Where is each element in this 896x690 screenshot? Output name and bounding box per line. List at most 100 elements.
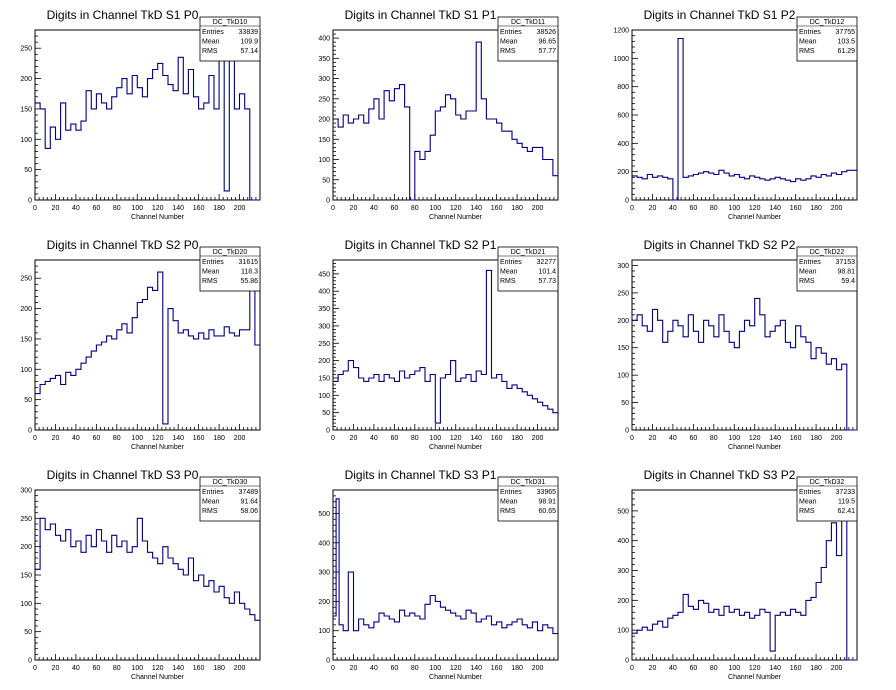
x-tick-label: 60 — [689, 205, 697, 212]
y-tick-label: 100 — [20, 367, 32, 374]
plot-frame — [332, 489, 559, 661]
x-axis-label: Channel Number — [429, 214, 483, 221]
histogram-pad: Digits in Channel TkD S3 P0 0 50 100 150 200 2… — [0, 460, 298, 690]
stats-label: RMS — [500, 48, 516, 55]
stats-label: RMS — [202, 48, 218, 55]
x-tick-label: 140 — [769, 665, 781, 672]
stats-entries-value: 37233 — [836, 489, 856, 496]
y-tick-label: 50 — [24, 629, 32, 636]
histogram-line — [632, 297, 857, 431]
y-tick-label: 300 — [617, 568, 629, 575]
histogram-pad: Digits in Channel TkD S2 P1 0 50 100 150 200 2… — [298, 230, 596, 460]
y-tick-label: 100 — [617, 373, 629, 380]
stats-name: DC_TkD11 — [511, 19, 545, 26]
x-tick-label: 20 — [52, 665, 60, 672]
y-tick-label: 100 — [318, 157, 330, 164]
x-tick-label: 100 — [131, 205, 143, 212]
stats-box — [199, 246, 261, 292]
stats-mean-value: 109.9 — [240, 39, 258, 46]
stats-box — [497, 476, 559, 522]
x-tick-label: 0 — [331, 205, 335, 212]
y-tick-label: 0 — [625, 658, 629, 665]
chart-title: Digits in Channel TkD S1 P2 — [644, 8, 796, 22]
stats-label: Entries — [202, 259, 224, 266]
x-tick-label: 40 — [72, 205, 80, 212]
stats-rms-value: 59.4 — [841, 278, 855, 285]
y-tick-label: 200 — [617, 318, 629, 325]
y-tick-label: 1200 — [613, 28, 629, 35]
histogram-svg: Digits in Channel TkD S2 P10501001502002… — [318, 238, 559, 451]
histogram-line — [35, 53, 260, 201]
x-tick-label: 100 — [728, 435, 740, 442]
x-tick-label: 80 — [411, 435, 419, 442]
stats-label: Entries — [500, 259, 522, 266]
stats-mean-value: 103.5 — [837, 39, 855, 46]
y-tick-label: 150 — [318, 375, 330, 382]
histogram-svg: Digits in Channel TkD S1 P20200400600800… — [613, 8, 858, 221]
x-tick-label: 40 — [72, 665, 80, 672]
x-axis-label: Channel Number — [728, 674, 782, 681]
chart-title: Digits in Channel TkD S2 P0 — [47, 238, 199, 252]
stats-label: Mean — [202, 499, 220, 506]
x-tick-label: 160 — [790, 205, 802, 212]
stats-label: RMS — [799, 278, 815, 285]
stats-name: DC_TkD32 — [810, 479, 845, 486]
y-tick-label: 100 — [20, 601, 32, 608]
y-tick-label: 150 — [20, 106, 32, 113]
stats-rms-value: 57.77 — [538, 48, 556, 55]
y-tick-label: 150 — [617, 345, 629, 352]
stats-entries-value: 37755 — [836, 29, 856, 36]
y-tick-label: 50 — [24, 167, 32, 174]
y-tick-label: 400 — [617, 141, 629, 148]
x-axis-label: Channel Number — [429, 674, 483, 681]
y-tick-label: 0 — [28, 658, 32, 665]
x-tick-label: 180 — [511, 435, 523, 442]
x-tick-label: 0 — [630, 205, 634, 212]
x-tick-label: 120 — [152, 665, 164, 672]
y-tick-label: 300 — [318, 570, 330, 577]
x-axis-label: Channel Number — [131, 214, 185, 221]
y-tick-label: 0 — [326, 658, 330, 665]
y-tick-label: 250 — [20, 276, 32, 283]
stats-label: Mean — [799, 499, 817, 506]
y-tick-label: 350 — [318, 56, 330, 63]
x-tick-label: 120 — [152, 205, 164, 212]
y-tick-label: 0 — [28, 428, 32, 435]
x-tick-label: 80 — [710, 205, 718, 212]
x-tick-label: 40 — [370, 205, 378, 212]
histogram-line — [333, 269, 558, 424]
x-tick-label: 40 — [370, 665, 378, 672]
plot-frame — [631, 489, 858, 661]
y-tick-label: 400 — [318, 289, 330, 296]
stats-label: Mean — [500, 499, 518, 506]
stats-name: DC_TkD20 — [213, 249, 248, 256]
histogram-pad: Digits in Channel TkD S2 P0 0 50 100 150 200 2… — [0, 230, 298, 460]
x-axis-label: Channel Number — [131, 674, 185, 681]
y-tick-label: 300 — [318, 323, 330, 330]
stats-label: Mean — [202, 269, 220, 276]
x-tick-label: 200 — [234, 435, 246, 442]
x-tick-label: 0 — [630, 435, 634, 442]
y-tick-label: 0 — [326, 198, 330, 205]
y-tick-label: 0 — [28, 198, 32, 205]
histogram-line — [35, 517, 260, 621]
x-tick-label: 180 — [810, 435, 822, 442]
stats-name: DC_TkD21 — [511, 249, 546, 256]
x-tick-label: 200 — [831, 205, 843, 212]
x-tick-label: 40 — [669, 205, 677, 212]
stats-label: RMS — [799, 48, 815, 55]
stats-label: Entries — [202, 489, 224, 496]
x-tick-label: 80 — [411, 205, 419, 212]
y-tick-label: 250 — [20, 516, 32, 523]
stats-label: RMS — [202, 278, 218, 285]
y-tick-label: 50 — [621, 400, 629, 407]
x-tick-label: 20 — [350, 665, 358, 672]
stats-rms-value: 57.14 — [240, 48, 258, 55]
histogram-line — [333, 41, 558, 201]
stats-label: Entries — [799, 259, 821, 266]
y-tick-label: 0 — [625, 428, 629, 435]
stats-rms-value: 57.73 — [538, 278, 556, 285]
stats-label: Mean — [799, 39, 817, 46]
x-tick-label: 60 — [689, 665, 697, 672]
plot-frame — [631, 259, 858, 431]
